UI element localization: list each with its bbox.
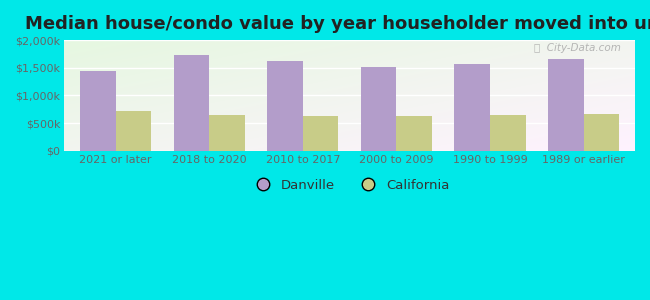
Bar (116, 112, 151, 151)
Bar (396, 116, 432, 151)
Bar (303, 116, 339, 151)
Bar (548, 59, 584, 151)
Bar (174, 55, 209, 151)
Bar (267, 61, 303, 151)
Bar (80, 70, 116, 151)
Bar (584, 114, 619, 151)
Title: Median house/condo value by year householder moved into unit: Median house/condo value by year househo… (25, 15, 650, 33)
Bar (454, 64, 490, 151)
Bar (490, 115, 526, 151)
Legend: Danville, California: Danville, California (244, 174, 455, 197)
Text: ⓘ  City-Data.com: ⓘ City-Data.com (534, 44, 621, 53)
Bar (361, 67, 396, 151)
Bar (209, 115, 245, 151)
